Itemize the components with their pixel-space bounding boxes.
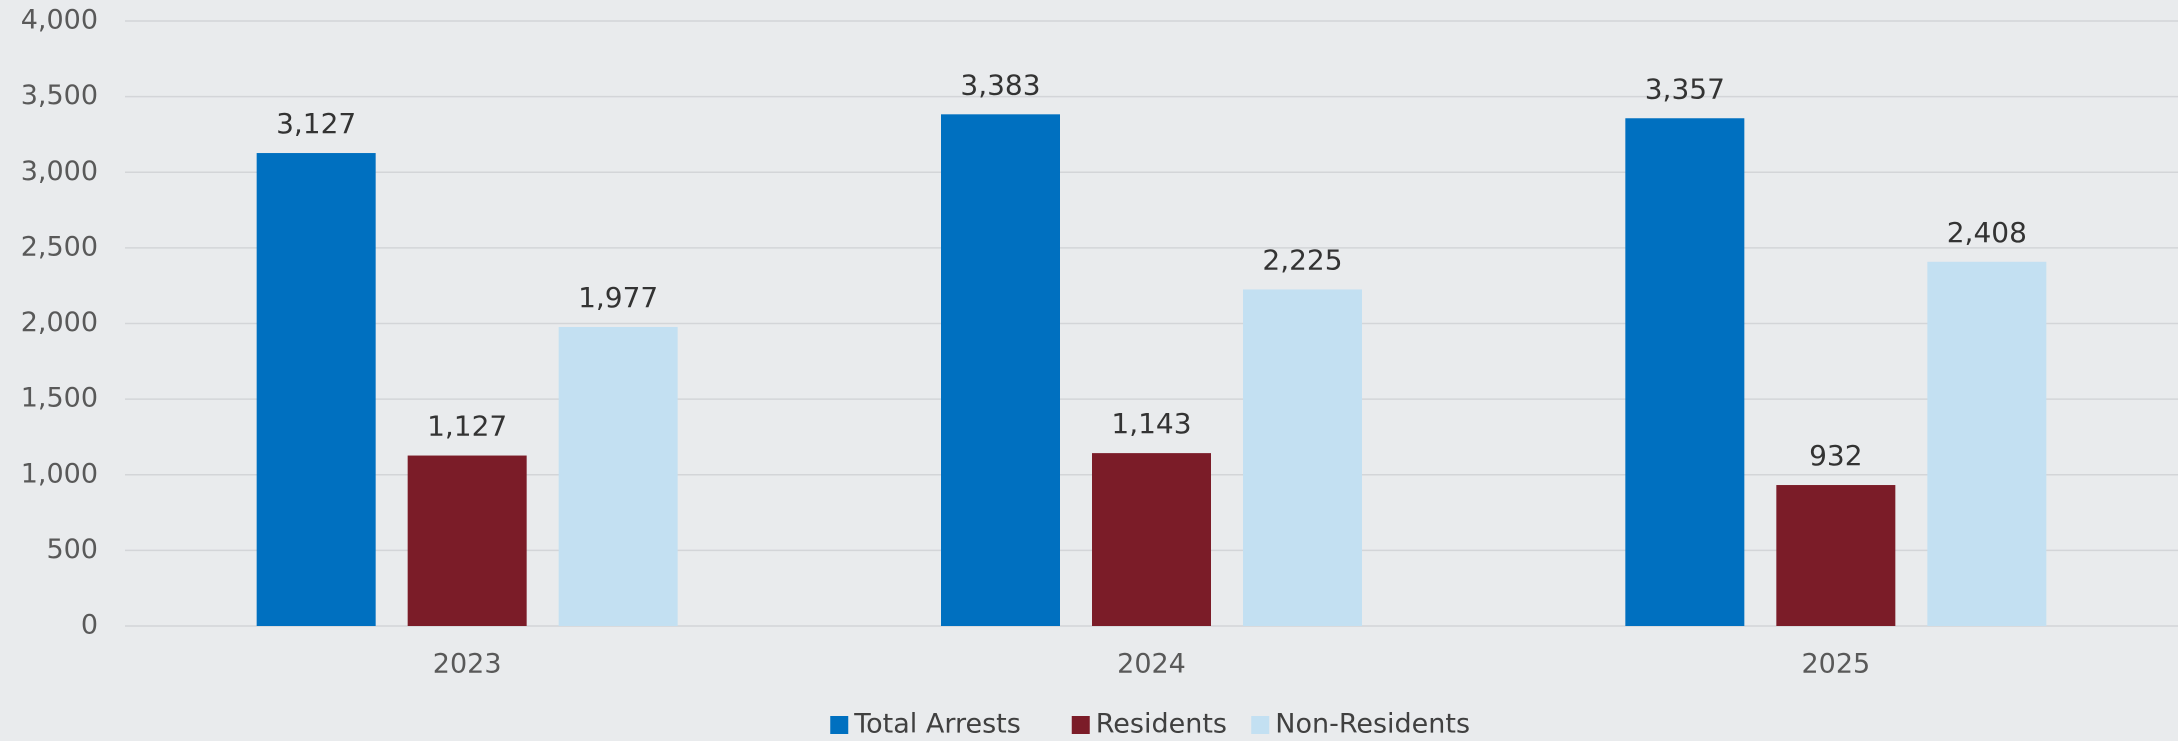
data-label: 3,383 [960, 68, 1040, 101]
data-label: 1,143 [1111, 407, 1191, 440]
y-tick-label: 0 [81, 610, 98, 641]
data-label: 2,408 [1947, 216, 2027, 249]
y-tick-label: 4,000 [21, 5, 98, 36]
legend-label: Residents [1096, 709, 1227, 740]
data-label: 2,225 [1262, 243, 1342, 276]
bar [1243, 289, 1362, 626]
bar [1776, 485, 1896, 626]
bar [407, 455, 527, 626]
y-tick-label: 2,500 [21, 231, 98, 262]
data-label: 1,977 [578, 281, 658, 314]
y-tick-label: 500 [46, 534, 98, 565]
bar [256, 153, 376, 626]
y-tick-label: 1,000 [21, 458, 98, 489]
legend-label: Non-Residents [1275, 709, 1470, 740]
data-label: 1,127 [427, 410, 507, 443]
data-label: 932 [1809, 439, 1862, 472]
bar [1625, 118, 1745, 626]
x-tick-label: 2025 [1801, 649, 1870, 680]
data-label: 3,127 [276, 107, 356, 140]
y-tick-label: 3,500 [21, 80, 98, 111]
legend-swatch [830, 716, 849, 734]
x-tick-label: 2024 [1117, 649, 1186, 680]
bar [558, 326, 678, 626]
y-tick-label: 3,000 [21, 156, 98, 187]
legend-swatch [1251, 716, 1270, 734]
bar [941, 114, 1060, 626]
bar [1092, 453, 1211, 626]
x-tick-label: 2023 [433, 649, 502, 680]
y-tick-label: 1,500 [21, 383, 98, 414]
legend-swatch [1071, 716, 1090, 734]
legend-label: Total Arrests [853, 709, 1021, 740]
y-tick-label: 2,000 [21, 307, 98, 338]
data-label: 3,357 [1645, 72, 1725, 105]
bar [1927, 261, 2047, 626]
